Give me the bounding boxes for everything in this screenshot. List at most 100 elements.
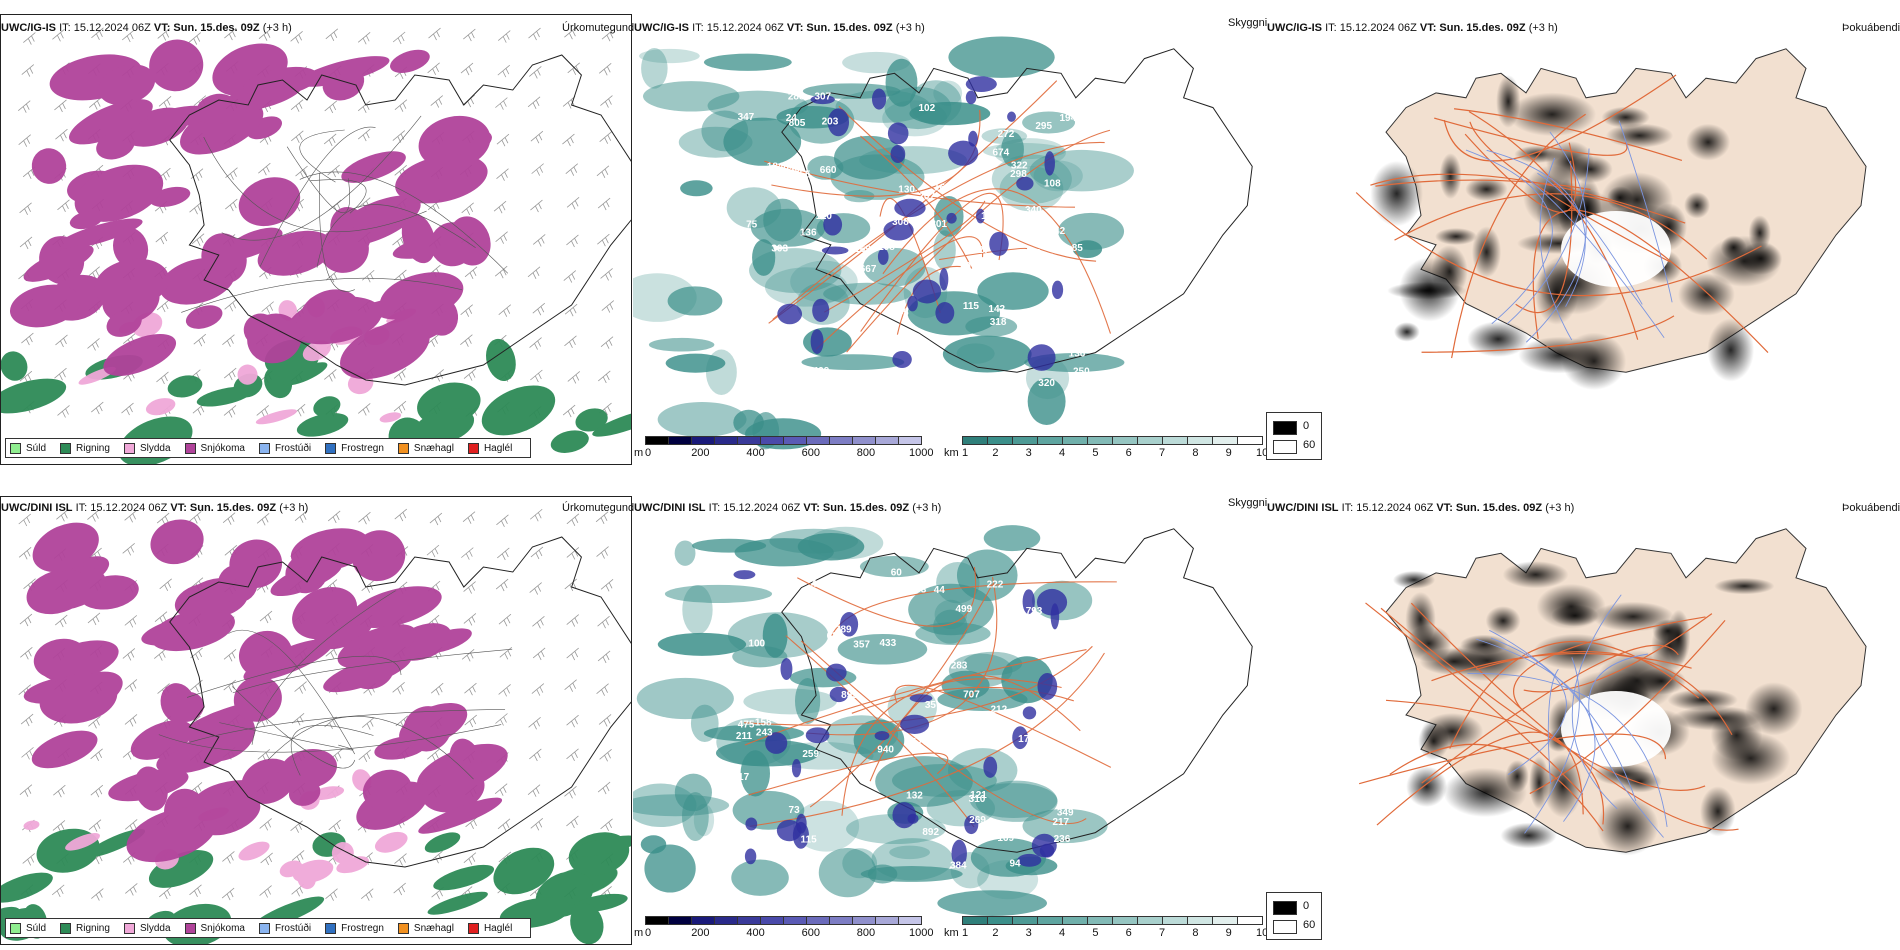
colorbar-segment	[1162, 916, 1188, 925]
colorbar-segment	[1012, 436, 1038, 445]
iceland-coastline	[781, 48, 1253, 373]
lead-time: (+3 h)	[279, 502, 309, 514]
cloud-base-label: 122	[981, 211, 998, 222]
legend-swatch	[258, 922, 270, 934]
cloud-base-label: 158	[755, 718, 772, 729]
colorbar-segment	[829, 916, 853, 925]
cloud-base-label: 136	[800, 228, 817, 239]
cloud-base-label: 79	[982, 729, 994, 740]
cloud-base-label: 166	[1009, 632, 1026, 643]
visibility-map-row1: 145 499 295 940 169 110 130 301 340 298 307 85 308 10…	[633, 34, 1265, 464]
cloud-base-label: 24	[786, 113, 798, 124]
colorbar-segment	[1062, 436, 1088, 445]
cloud-base-label: 170	[1018, 734, 1035, 745]
glacier-area	[1561, 211, 1671, 287]
legend-label: Frostregn	[341, 922, 384, 934]
cloud-base-label: 132	[906, 791, 923, 802]
cloud-base-label: 793	[1026, 606, 1043, 617]
cloud-base-label: 175	[912, 737, 929, 748]
issue-time: IT: 15.12.2024 06Z	[1325, 22, 1417, 34]
cloud-base-label: 85	[1072, 243, 1084, 254]
cloud-base-label: 121	[1025, 248, 1042, 259]
road-lines	[1358, 602, 1739, 832]
cloud-base-label: 165	[934, 183, 951, 194]
legend-item: Frostúði	[258, 442, 311, 454]
iceland-coastline	[781, 528, 1253, 853]
legend-item: Frostregn	[325, 922, 384, 934]
cloud-base-label: 75	[746, 219, 758, 230]
cloud-base-label: 236	[1054, 834, 1071, 845]
colorbar-tick: 3	[1025, 447, 1032, 459]
legend-item: Slydda	[123, 442, 171, 454]
colorbar-tick: 4	[1059, 927, 1066, 939]
legend-label: Slydda	[139, 442, 171, 454]
cloud-base-label: 222	[987, 579, 1004, 590]
legend-item: Snæhagl	[397, 922, 454, 934]
model-name: UWC/DINI ISL	[634, 502, 706, 514]
cloud-base-label: 250	[1073, 367, 1090, 378]
colorbar-tick: 800	[856, 447, 876, 459]
legend-label: Haglél	[483, 442, 513, 454]
cloud-base-label: 107	[960, 261, 977, 272]
snow-areas	[23, 519, 508, 863]
colorbar-tick: 9	[1225, 447, 1232, 459]
model-name: UWC/DINI ISL	[1267, 502, 1339, 514]
cloud-base-label: 115	[801, 835, 818, 846]
colorbar-tick: 1000	[909, 447, 934, 459]
colorbar-segment	[987, 436, 1013, 445]
issue-time: IT: 15.12.2024 06Z	[75, 502, 168, 514]
colorbar-tick: 400	[746, 447, 765, 459]
low-cloud-areas	[733, 570, 1068, 868]
colorbar-segment	[1212, 916, 1238, 925]
cloud-base-label: 660	[820, 165, 837, 176]
visibility-map-row2: 948 793 44 707 895 408 212 499 175 217 259 94 892 389…	[633, 514, 1265, 944]
model-name: UWC/IG-IS	[1, 22, 56, 34]
legend-item: Haglél	[467, 922, 512, 934]
colorbar-tick: 600	[801, 447, 820, 459]
fog-map-graphic	[1358, 528, 1867, 856]
colorbar-segment	[852, 916, 876, 925]
legend-item: Frostregn	[325, 442, 384, 454]
road-lines	[744, 566, 1117, 828]
legend-swatch	[467, 442, 479, 454]
river-lines	[1465, 120, 1673, 343]
legend-item: Frostúði	[258, 922, 311, 934]
cloud-base-label: 108	[878, 242, 895, 253]
visibility-colorbar-row2: km 1 2 3 4 5 6 7 8 9 10	[944, 916, 1268, 942]
colorbar-unit: m	[634, 447, 644, 459]
colorbar-segment	[737, 916, 761, 925]
cloud-base-label: 303	[771, 243, 788, 254]
cloud-base-label: 108	[1067, 630, 1084, 641]
legend-swatch	[258, 442, 270, 454]
precip-legend: Súld Rigning Slydda Snjókoma Frostúði Frostre…	[5, 918, 532, 938]
colorbar-tick: 1	[962, 927, 969, 939]
cloud-base-label: 167	[740, 341, 757, 352]
cloud-base-label: 217	[1052, 817, 1069, 828]
colorbar-tick: 6	[1125, 927, 1132, 939]
iceland-coastline	[169, 54, 631, 386]
cloud-base-label: 384	[950, 860, 967, 871]
cloud-base-label: 499	[813, 366, 830, 377]
cloud-base-label: 340	[1025, 205, 1042, 216]
cloud-base-label: 117	[733, 772, 750, 783]
river-lines	[1467, 594, 1668, 838]
cloud-base-label: 212	[990, 705, 1007, 716]
colorbar-segment	[1162, 436, 1188, 445]
cloud-base-label: 674	[992, 147, 1009, 158]
cloud-base-label: 142	[1049, 226, 1066, 237]
colorbar-tick: 7	[1159, 447, 1166, 459]
fog-map-graphic	[1355, 48, 1867, 391]
cloud-base-label: 272	[998, 129, 1015, 140]
cloud-base-label: 318	[990, 317, 1007, 328]
colorbar-segment	[783, 916, 807, 925]
valid-time: VT: Sun. 15.des. 09Z	[153, 22, 260, 34]
model-name: UWC/IG-IS	[1267, 22, 1322, 34]
cloud-base-label: 200	[760, 305, 777, 316]
fog-legend-top: 0	[1303, 900, 1310, 912]
valid-time: VT: Sun. 15.des. 09Z	[1436, 502, 1543, 514]
colorbar-segment	[714, 436, 738, 445]
cloud-base-label: 948	[857, 671, 874, 682]
colorbar-tick: 0	[645, 447, 652, 459]
cloud-base-label: 102	[918, 103, 935, 114]
road-lines	[1355, 74, 1769, 359]
